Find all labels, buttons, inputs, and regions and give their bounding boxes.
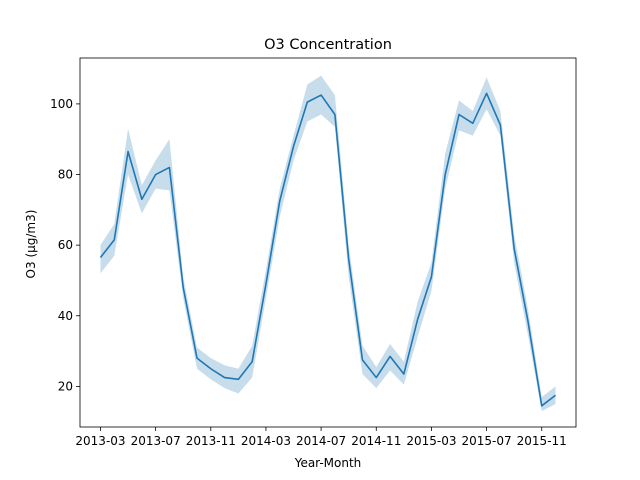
y-axis: 20 40 60 80 100	[50, 97, 80, 393]
x-axis-label: Year-Month	[294, 456, 362, 470]
series-line	[99, 92, 557, 407]
y-tick-label: 60	[58, 238, 73, 252]
x-tick-label: 2015-03	[406, 434, 456, 448]
y-tick-label: 80	[58, 168, 73, 182]
y-tick-label: 40	[58, 309, 73, 323]
x-tick-label: 2015-11	[517, 434, 567, 448]
x-tick-label: 2015-07	[462, 434, 512, 448]
x-tick-label: 2014-03	[241, 434, 291, 448]
x-tick-label: 2014-11	[351, 434, 401, 448]
chart-title: O3 Concentration	[264, 37, 392, 53]
x-tick-label: 2013-03	[75, 434, 125, 448]
x-axis: 2013-03 2013-07 2013-11 2014-03 2014-07 2014-…	[75, 427, 567, 448]
plot-frame	[79, 57, 577, 428]
x-tick-label: 2013-07	[131, 434, 181, 448]
y-axis-label: O3 (µg/m3)	[24, 210, 38, 279]
y-tick-label: 20	[58, 379, 73, 393]
x-tick-label: 2013-11	[186, 434, 236, 448]
plot-area	[99, 75, 557, 412]
x-tick-label: 2014-07	[296, 434, 346, 448]
y-tick-label: 100	[50, 97, 73, 111]
confidence-band	[100, 75, 556, 412]
